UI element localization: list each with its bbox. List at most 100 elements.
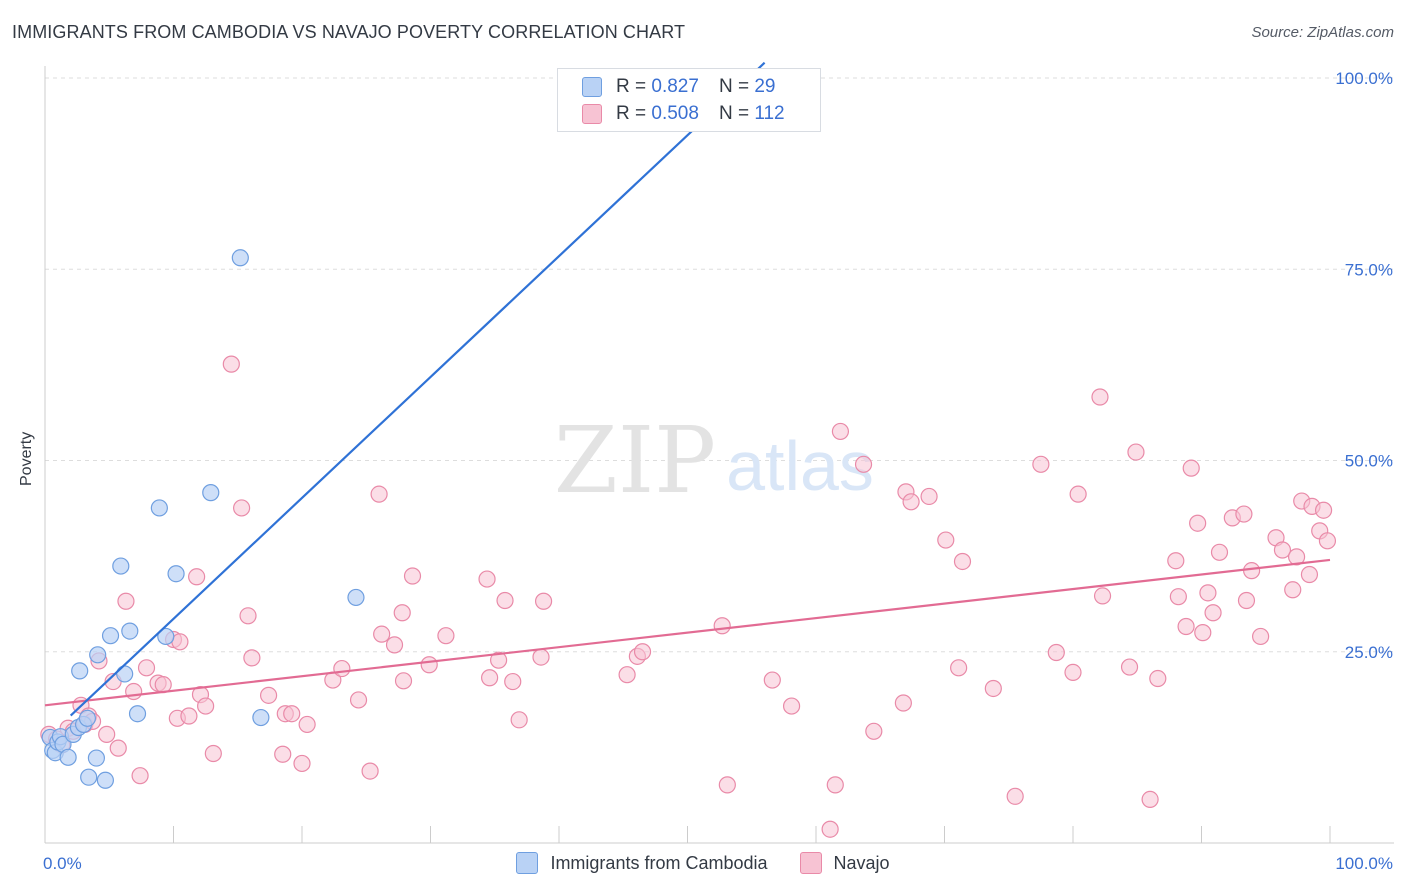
navajo-point: [865, 722, 883, 740]
navajo-point: [333, 659, 351, 678]
legend-label-cambodia: Immigrants from Cambodia: [550, 852, 768, 873]
navajo-point: [204, 744, 222, 763]
navajo-point: [1006, 787, 1024, 805]
navajo-point: [1199, 584, 1217, 602]
navajo-point: [1032, 455, 1050, 473]
navajo-point: [763, 671, 781, 689]
navajo-point: [1047, 643, 1065, 662]
navajo-point: [854, 455, 873, 473]
navajo-point: [894, 694, 912, 712]
cambodia-point: [80, 768, 98, 786]
navajo-point: [197, 697, 215, 715]
navajo-point: [1237, 591, 1256, 610]
navajo-point: [478, 570, 496, 588]
cambodia-point: [202, 484, 220, 502]
cambodia-trend-line: [69, 61, 766, 717]
navajo-point: [1284, 581, 1302, 599]
navajo-point: [1287, 548, 1306, 566]
navajo-point: [984, 679, 1002, 698]
navajo-point: [1149, 669, 1167, 688]
navajo-point: [532, 648, 550, 666]
legend-item-navajo: Navajo: [799, 852, 890, 874]
cambodia-point: [157, 627, 175, 646]
navajo-point: [1093, 587, 1112, 605]
navajo-point: [1318, 532, 1337, 550]
trend-lines: [44, 61, 1331, 717]
navajo-point: [1182, 459, 1200, 477]
navajo-point: [188, 568, 206, 586]
x-tick-label: 0.0%: [43, 854, 82, 873]
navajo-point: [953, 552, 972, 571]
legend-swatch-navajo: [582, 104, 602, 124]
cambodia-point: [101, 627, 120, 645]
navajo-point: [293, 754, 311, 773]
navajo-point: [1189, 514, 1207, 532]
navajo-point: [1127, 443, 1145, 461]
cambodia-point: [116, 665, 134, 683]
gridlines: [45, 77, 1394, 653]
source-label: Source: ZipAtlas.com: [1251, 24, 1394, 41]
cambodia-point: [231, 249, 249, 267]
navajo-point: [109, 739, 127, 757]
navajo-point: [298, 715, 316, 734]
legend-item-cambodia: Immigrants from Cambodia: [516, 852, 768, 874]
navajo-point: [1169, 588, 1187, 606]
navajo-point: [1091, 388, 1109, 406]
y-tick-label: 100.0%: [1335, 69, 1393, 88]
legend-row-cambodia: R = 0.827 N = 29: [582, 74, 775, 100]
y-tick-label: 25.0%: [1345, 643, 1393, 662]
navajo-point: [1204, 604, 1222, 622]
cambodia-point: [89, 646, 107, 664]
navajo-point: [180, 707, 198, 725]
navajo-trend-line: [44, 558, 1331, 707]
navajo-point: [222, 355, 240, 373]
navajo-point: [1235, 505, 1253, 523]
y-tick-label: 50.0%: [1345, 452, 1393, 471]
legend-r-label: R =: [616, 103, 647, 124]
navajo-point: [618, 666, 636, 684]
navajo-point: [718, 776, 736, 794]
navajo-point: [385, 636, 404, 654]
navajo-point: [393, 604, 411, 622]
navajo-point: [437, 627, 455, 645]
navajo-point: [131, 767, 149, 785]
legend-n-label: N =: [718, 76, 750, 97]
navajo-point: [510, 711, 528, 729]
legend-r-label: R =: [616, 76, 647, 97]
legend-row-navajo: R = 0.508 N = 112: [582, 101, 785, 127]
series-legend: Immigrants from Cambodia Navajo: [0, 852, 1406, 874]
navajo-point: [534, 592, 553, 610]
navajo-point: [496, 591, 514, 610]
cambodia-point: [112, 557, 130, 575]
navajo-point: [1167, 552, 1185, 570]
chart-title: IMMIGRANTS FROM CAMBODIA VS NAVAJO POVER…: [12, 22, 686, 42]
navajo-point: [243, 649, 261, 667]
navajo-point: [259, 686, 278, 704]
navajo-point: [361, 762, 379, 780]
navajo-point: [420, 656, 438, 674]
correlation-legend: R = 0.827 N = 29 R = 0.508 N = 112: [557, 68, 821, 132]
legend-label-navajo: Navajo: [833, 852, 890, 873]
navajo-point: [394, 672, 413, 690]
legend-swatch-cambodia: [582, 77, 602, 97]
navajo-point: [125, 682, 143, 701]
y-tick-label: 75.0%: [1345, 260, 1393, 279]
legend-n-value: 112: [754, 103, 785, 124]
navajo-point: [937, 531, 955, 549]
cambodia-point: [128, 705, 147, 723]
navajo-point: [713, 617, 731, 635]
cambodia-point: [87, 749, 106, 767]
navajo-point: [373, 625, 391, 643]
navajo-point: [239, 607, 257, 625]
legend-r-value: 0.827: [651, 76, 699, 97]
tick-labels: 25.0% 50.0% 75.0% 100.0% 0.0% 100.0%: [43, 69, 1393, 873]
navajo-point: [283, 705, 301, 723]
navajo-point: [920, 487, 938, 506]
cambodia-point: [167, 565, 185, 583]
cambodia-point: [59, 748, 77, 766]
navajo-point: [403, 567, 422, 585]
navajo-point: [233, 499, 251, 517]
legend-n-label: N =: [718, 103, 750, 124]
navajo-point: [1141, 790, 1159, 808]
